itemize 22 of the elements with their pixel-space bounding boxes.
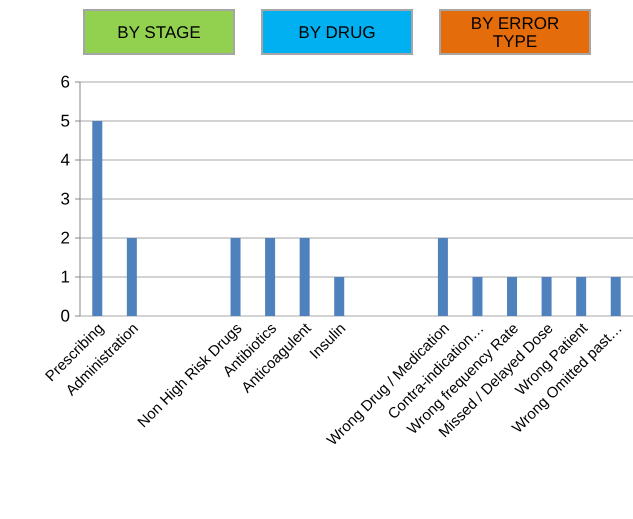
text: BY STAGE	[117, 22, 201, 42]
y-tick-label: 3	[60, 190, 70, 208]
bar	[542, 277, 552, 316]
text: BY ERROR TYPE	[470, 14, 560, 50]
y-tick-label: 5	[60, 112, 70, 130]
bar	[92, 121, 102, 316]
bar	[300, 238, 310, 316]
y-tick-label: 6	[60, 72, 70, 92]
y-tick-label: 0	[60, 306, 70, 326]
bar	[334, 277, 344, 316]
bar	[472, 277, 482, 316]
bar	[438, 238, 448, 316]
y-tick-label: 1	[60, 268, 70, 286]
y-tick-label: 2	[60, 228, 70, 248]
y-tick-label: 4	[60, 150, 70, 170]
text: BY DRUG	[298, 22, 376, 42]
bar	[610, 277, 621, 316]
bar	[265, 238, 276, 316]
bar	[576, 277, 586, 316]
bar	[230, 238, 241, 316]
bar	[507, 277, 518, 316]
bar	[126, 238, 137, 316]
